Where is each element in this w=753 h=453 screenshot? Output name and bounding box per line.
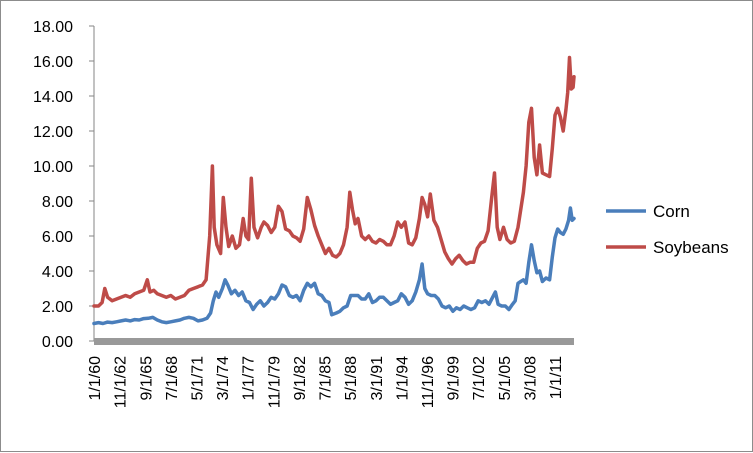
x-tick-label: 1/1/60 [87,356,104,401]
x-tick-label: 1/1/77 [241,356,258,401]
y-tick-labels: 0.00 2.00 4.00 6.00 8.00 10.00 12.00 14.00 16.00… [33,19,94,351]
legend: Corn Soybeans [606,202,729,257]
x-tick-label: 5/1/05 [497,356,514,401]
y-tick-label: 14.00 [33,89,73,106]
x-axis-bar [94,338,574,345]
x-tick-label: 11/1/79 [266,356,283,408]
x-tick-label: 3/1/08 [522,356,539,401]
series-line-corn [92,206,576,326]
y-tick-label: 10.00 [33,159,73,176]
y-tick-label: 8.00 [42,194,73,211]
x-tick-label: 1/1/11 [548,356,565,399]
y-tick-label: 2.00 [42,299,73,316]
y-tick-label: 0.00 [42,334,73,351]
x-tick-label: 9/1/65 [138,356,155,401]
legend-label-soybeans: Soybeans [653,238,729,257]
x-tick-label: 1/1/94 [394,356,411,401]
x-tick-labels: 1/1/60 11/1/62 9/1/65 7/1/68 5/1/71 3/1/74 1/1… [87,356,565,408]
y-tick-label: 18.00 [33,19,73,36]
x-tick-label: 7/1/68 [164,356,181,401]
x-tick-label: 7/1/85 [318,356,335,401]
series-lines [92,55,576,326]
y-axis [93,26,574,345]
legend-label-corn: Corn [653,202,690,221]
x-tick-label: 3/1/91 [369,356,386,401]
x-tick-label: 9/1/82 [292,356,309,401]
series-line-soybeans [92,55,576,308]
x-tick-label: 11/1/62 [113,356,130,408]
x-tick-label: 11/1/96 [420,356,437,408]
y-tick-label: 16.00 [33,54,73,71]
y-tick-label: 12.00 [33,124,73,141]
x-tick-label: 7/1/02 [471,356,488,401]
x-tick-label: 5/1/88 [343,356,360,401]
x-tick-label: 9/1/99 [446,356,463,401]
y-tick-label: 4.00 [42,264,73,281]
y-tick-label: 6.00 [42,229,73,246]
x-tick-label: 3/1/74 [215,356,232,401]
x-tick-label: 5/1/71 [189,356,206,401]
